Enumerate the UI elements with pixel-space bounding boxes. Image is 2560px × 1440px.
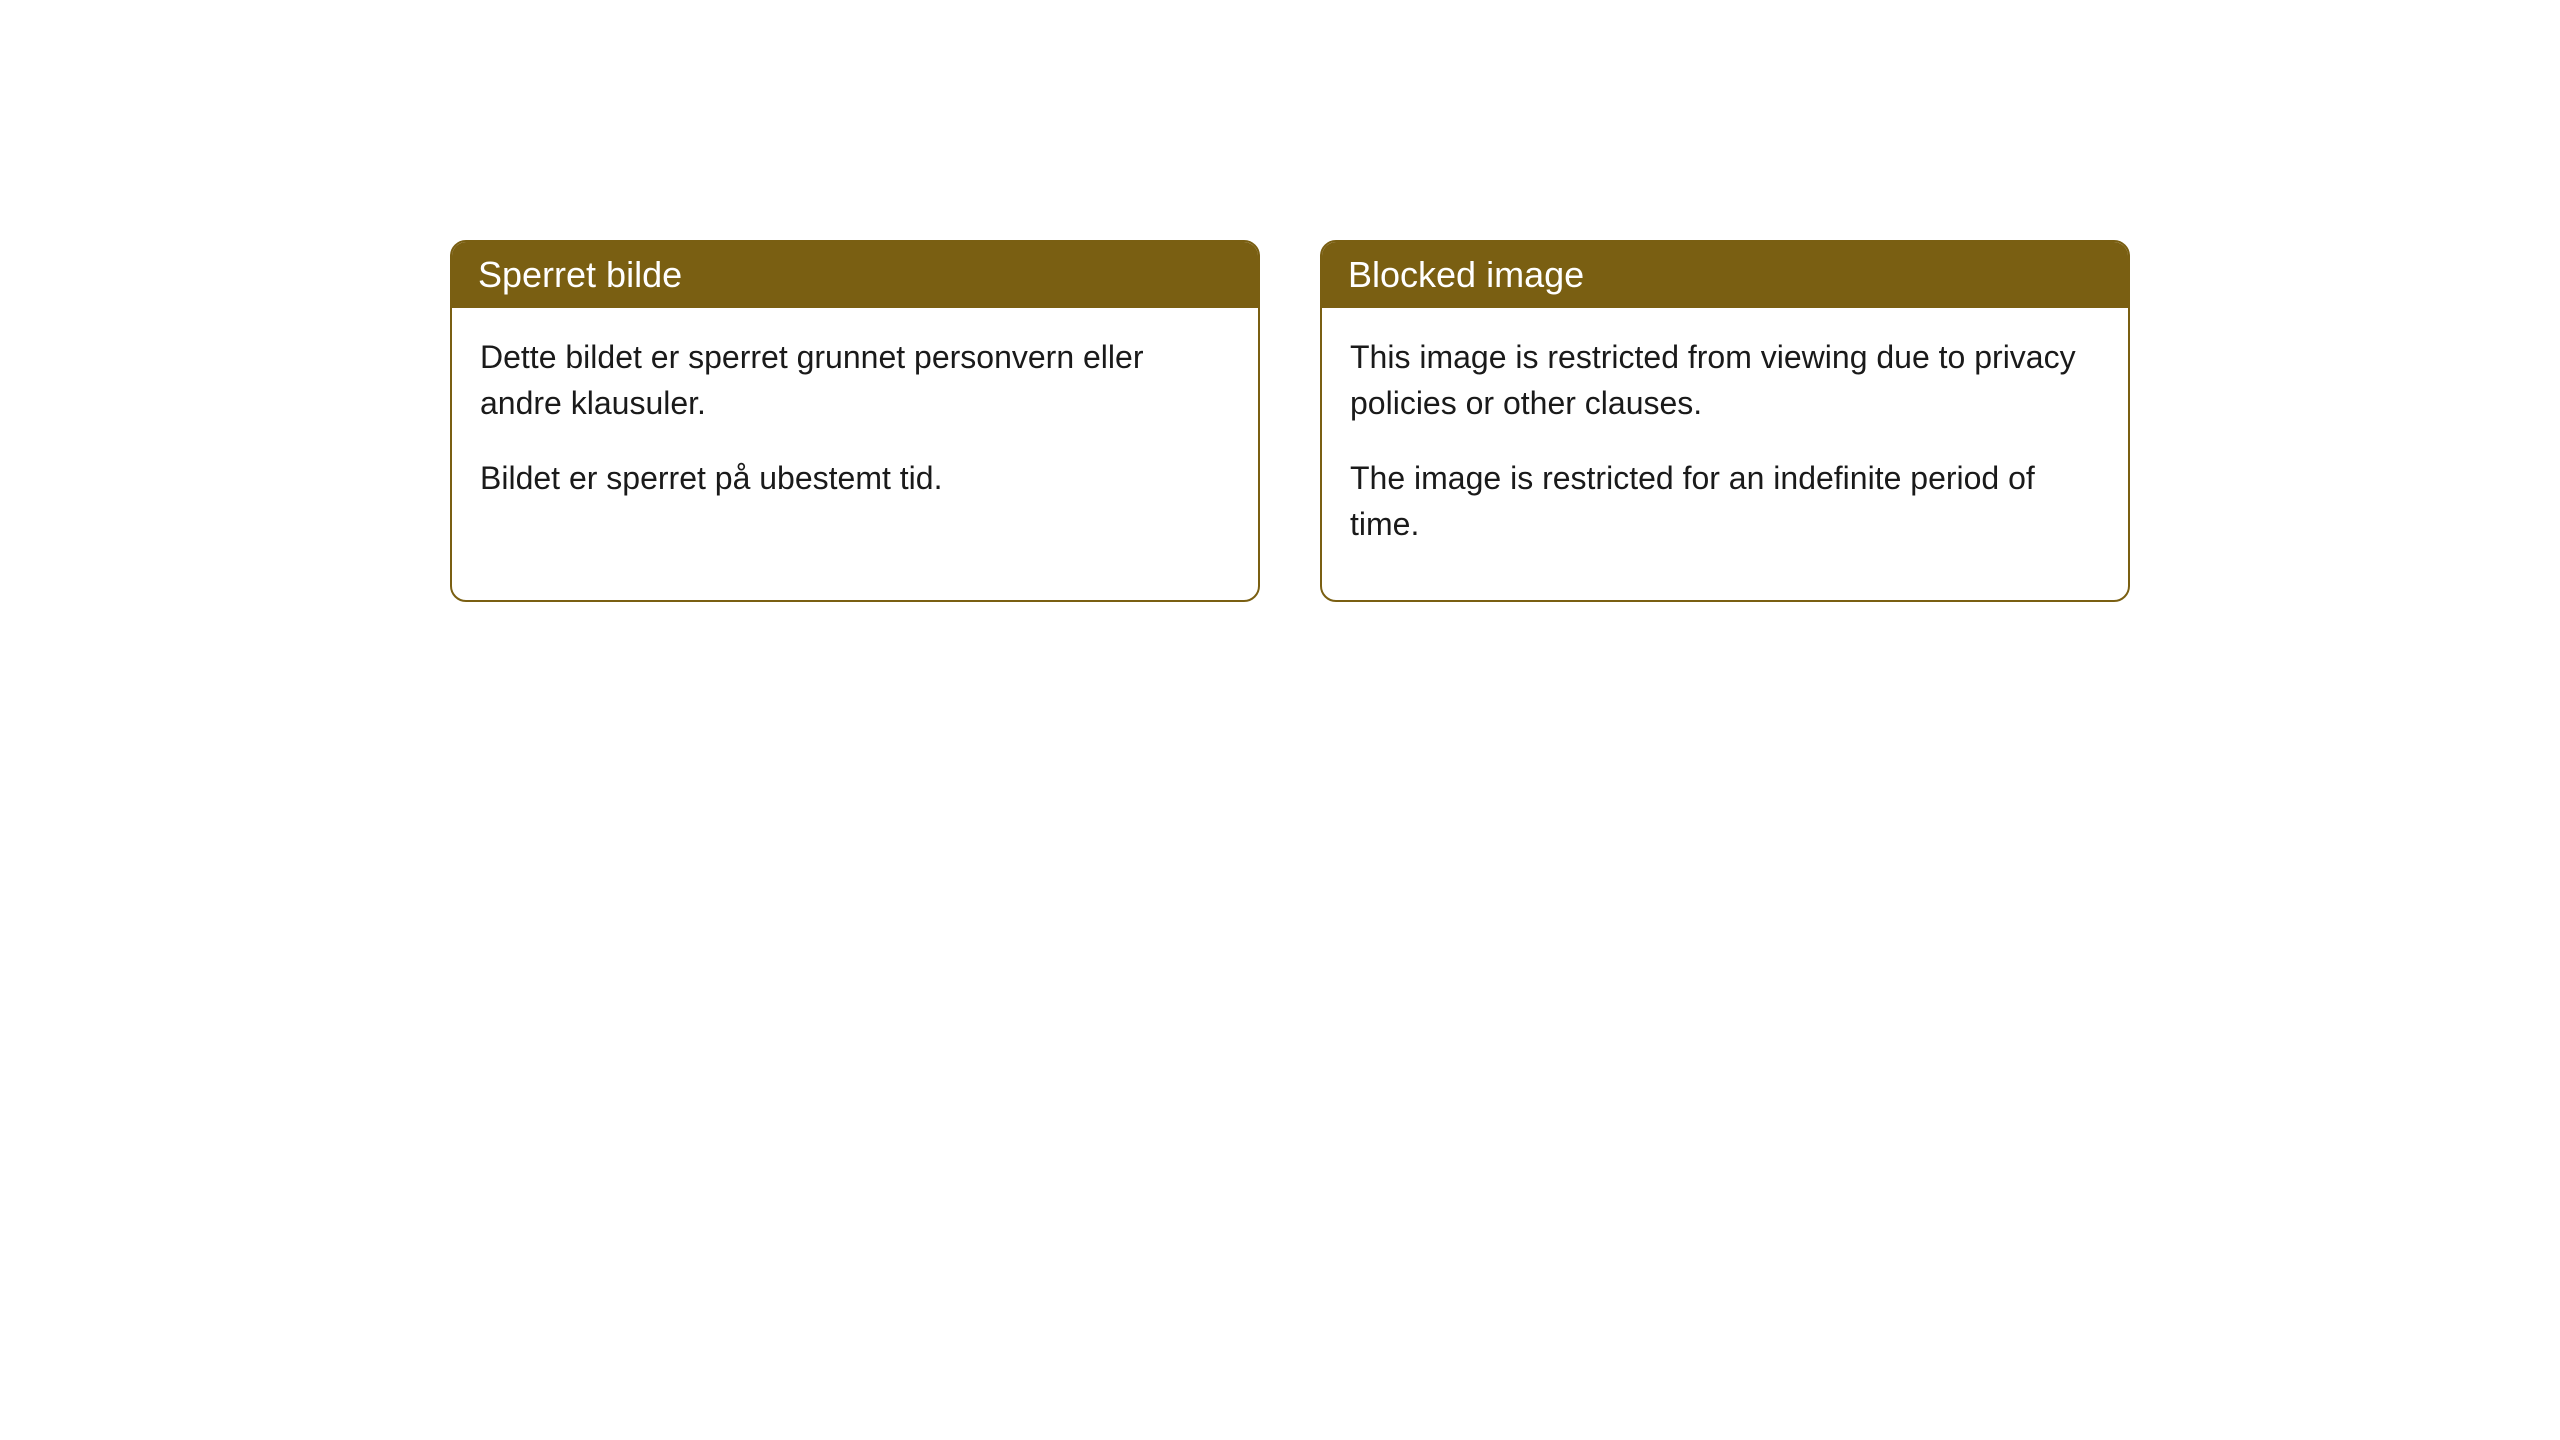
card-paragraph: Dette bildet er sperret grunnet personve… — [480, 334, 1230, 427]
card-english: Blocked image This image is restricted f… — [1320, 240, 2130, 602]
card-paragraph: The image is restricted for an indefinit… — [1350, 455, 2100, 548]
card-title: Sperret bilde — [478, 254, 682, 295]
card-header-norwegian: Sperret bilde — [452, 242, 1258, 308]
card-header-english: Blocked image — [1322, 242, 2128, 308]
card-body-norwegian: Dette bildet er sperret grunnet personve… — [452, 308, 1258, 553]
card-title: Blocked image — [1348, 254, 1584, 295]
card-norwegian: Sperret bilde Dette bildet er sperret gr… — [450, 240, 1260, 602]
card-paragraph: This image is restricted from viewing du… — [1350, 334, 2100, 427]
card-body-english: This image is restricted from viewing du… — [1322, 308, 2128, 600]
card-paragraph: Bildet er sperret på ubestemt tid. — [480, 455, 1230, 501]
cards-container: Sperret bilde Dette bildet er sperret gr… — [450, 240, 2130, 602]
